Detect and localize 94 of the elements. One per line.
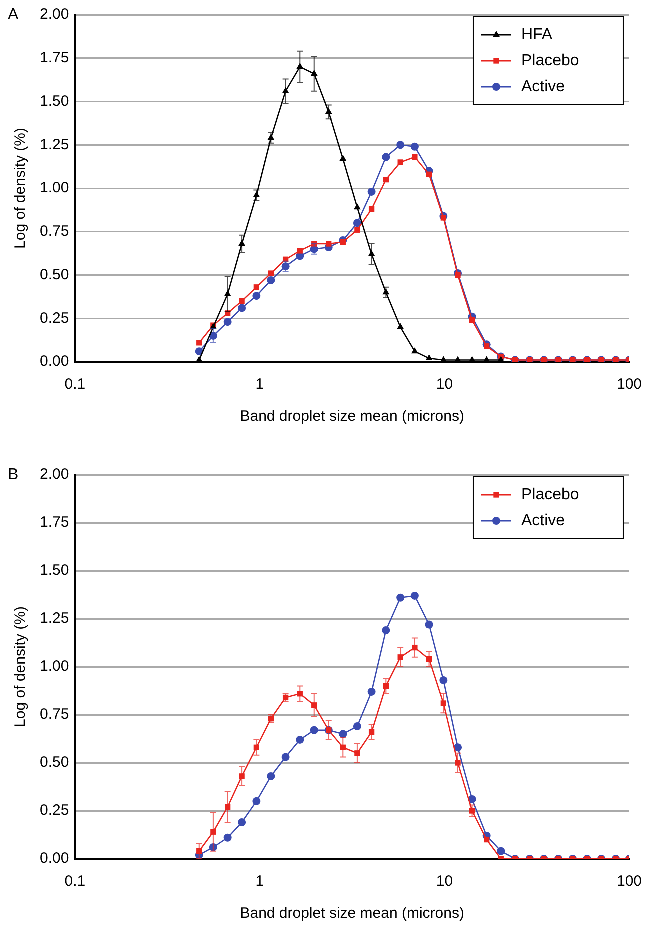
x-axis-title: Band droplet size mean (microns) bbox=[240, 408, 464, 426]
point bbox=[339, 730, 348, 738]
point bbox=[468, 356, 476, 362]
x-tick-label: 10 bbox=[436, 873, 454, 890]
point bbox=[354, 204, 361, 210]
y-tick-label: 0.75 bbox=[40, 706, 70, 724]
point bbox=[483, 356, 490, 362]
point bbox=[484, 836, 490, 843]
x-tick-label: 0.1 bbox=[64, 873, 86, 890]
x-tick-label: 1 bbox=[256, 376, 264, 394]
y-tick-label: 1.50 bbox=[40, 92, 70, 110]
point bbox=[368, 206, 375, 212]
x-tick-label: 1 bbox=[256, 873, 264, 890]
point bbox=[455, 760, 461, 766]
point bbox=[368, 688, 376, 696]
point bbox=[252, 797, 261, 806]
point bbox=[340, 155, 347, 162]
point bbox=[326, 241, 332, 247]
y-tick-label: 0.50 bbox=[40, 754, 70, 772]
point bbox=[268, 270, 274, 276]
point bbox=[239, 774, 245, 780]
point bbox=[412, 154, 418, 160]
y-tick-label: 1.00 bbox=[40, 658, 70, 676]
point bbox=[368, 188, 376, 196]
point bbox=[440, 676, 448, 684]
point bbox=[410, 142, 419, 151]
point bbox=[354, 227, 360, 233]
point bbox=[410, 592, 419, 600]
y-tick-label: 0.00 bbox=[40, 850, 70, 868]
x-tick-label: 0.1 bbox=[64, 376, 86, 394]
point bbox=[484, 344, 490, 350]
legend-label: Active bbox=[521, 512, 566, 530]
point bbox=[252, 292, 261, 300]
x-tick-label: 100 bbox=[616, 873, 642, 890]
point bbox=[239, 298, 245, 304]
legend-label: Placebo bbox=[521, 52, 580, 70]
point bbox=[196, 356, 203, 362]
x-tick-label: 10 bbox=[436, 376, 454, 394]
point bbox=[310, 726, 318, 734]
y-tick-label: 0.00 bbox=[40, 353, 70, 370]
y-tick-label: 1.75 bbox=[40, 50, 70, 67]
point bbox=[267, 772, 276, 780]
y-tick-label: 0.25 bbox=[40, 802, 70, 820]
point bbox=[440, 215, 446, 221]
point bbox=[340, 239, 346, 246]
point bbox=[224, 318, 232, 326]
chart-title: A bbox=[8, 6, 19, 24]
legend-label: Placebo bbox=[521, 486, 580, 504]
point bbox=[383, 176, 389, 183]
x-axis-title: Band droplet size mean (microns) bbox=[240, 905, 464, 922]
y-tick-label: 0.50 bbox=[40, 266, 70, 284]
point bbox=[440, 356, 448, 362]
point bbox=[469, 318, 476, 324]
point bbox=[497, 847, 506, 856]
legend-label: Active bbox=[521, 78, 566, 96]
point bbox=[238, 304, 246, 312]
y-tick-label: 1.00 bbox=[40, 180, 70, 197]
point bbox=[267, 276, 276, 284]
y-tick-label: 1.25 bbox=[40, 610, 70, 628]
point bbox=[224, 834, 232, 842]
point bbox=[426, 172, 432, 178]
point bbox=[297, 248, 303, 254]
point bbox=[382, 626, 390, 635]
point bbox=[254, 284, 260, 290]
point bbox=[196, 340, 202, 346]
y-axis-title: Log of density (%) bbox=[12, 606, 30, 728]
point bbox=[498, 356, 505, 362]
chart-title: B bbox=[8, 466, 19, 484]
point bbox=[282, 753, 290, 762]
y-axis-title: Log of density (%) bbox=[12, 128, 30, 249]
y-tick-label: 1.50 bbox=[40, 562, 70, 580]
point bbox=[382, 153, 390, 162]
point bbox=[426, 354, 433, 361]
y-tick-label: 1.25 bbox=[40, 136, 70, 154]
point bbox=[396, 141, 405, 150]
point bbox=[454, 356, 462, 362]
point bbox=[455, 272, 461, 278]
point bbox=[454, 744, 462, 752]
y-tick-label: 0.75 bbox=[40, 223, 70, 240]
legend-label: HFA bbox=[521, 26, 553, 44]
x-tick-label: 100 bbox=[616, 376, 642, 394]
point bbox=[238, 818, 246, 827]
y-tick-label: 2.00 bbox=[40, 466, 70, 484]
point bbox=[411, 348, 418, 354]
y-tick-label: 2.00 bbox=[40, 6, 70, 24]
point bbox=[396, 594, 405, 602]
y-tick-label: 0.25 bbox=[40, 310, 70, 327]
point bbox=[296, 736, 304, 744]
point bbox=[397, 323, 404, 330]
point bbox=[398, 160, 404, 166]
point bbox=[353, 722, 362, 731]
y-tick-label: 1.75 bbox=[40, 514, 70, 532]
point bbox=[425, 620, 434, 629]
point bbox=[353, 219, 362, 228]
